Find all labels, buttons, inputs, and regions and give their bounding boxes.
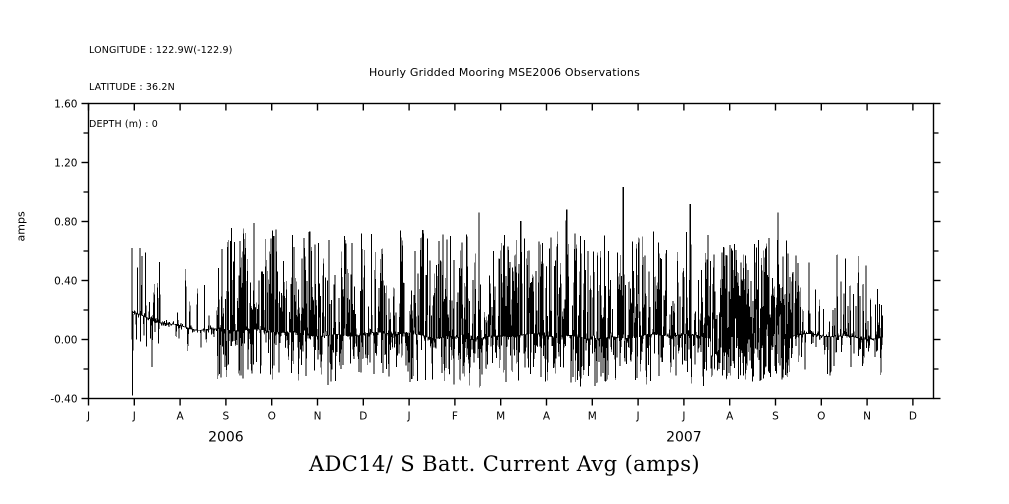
x-tick-label: D [909, 411, 917, 423]
year-label: 2006 [208, 430, 244, 446]
x-tick-label: J [681, 411, 685, 423]
x-tick-label: D [359, 411, 367, 423]
x-tick-label: J [86, 411, 90, 423]
x-tick-label: O [817, 411, 825, 423]
y-tick-label: 1.60 [54, 98, 77, 110]
depth-text: DEPTH (m) : 0 [89, 118, 158, 130]
x-tick-label: J [407, 411, 411, 423]
x-tick-label: A [726, 411, 734, 423]
longitude-text: LONGITUDE : 122.9W(-122.9) [89, 45, 233, 57]
y-axis-label: amps [14, 211, 28, 242]
x-tick-label: M [588, 411, 597, 423]
x-tick-label: S [772, 411, 779, 423]
chart-title: Hourly Gridded Mooring MSE2006 Observati… [368, 66, 641, 79]
x-tick-label: A [543, 411, 551, 423]
y-tick-label: -0.40 [50, 393, 77, 405]
y-tick-label: 0.80 [54, 216, 77, 228]
latitude-text: LATITUDE : 36.2N [89, 82, 175, 93]
plot-frame [87, 102, 935, 400]
x-tick-label: N [314, 411, 322, 423]
data-trace [131, 187, 884, 396]
figure-caption: ADC14/ S Batt. Current Avg (amps) [308, 452, 701, 476]
y-tick-label: 0.40 [54, 275, 77, 287]
x-tick-label: M [496, 411, 505, 423]
x-tick-label: S [223, 411, 230, 423]
y-tick-label: 1.20 [54, 157, 77, 169]
y-tick-label: 0.00 [54, 334, 77, 346]
x-tick-label: J [636, 411, 640, 423]
x-tick-label: O [268, 411, 276, 423]
x-tick-label: A [177, 411, 185, 423]
x-tick-label: F [452, 411, 458, 423]
x-tick-label: N [863, 411, 871, 423]
station-metadata: LONGITUDE : 122.9W(-122.9) LATITUDE : 36… [89, 21, 233, 155]
x-tick-label: J [132, 411, 136, 423]
year-label: 2007 [666, 430, 702, 446]
